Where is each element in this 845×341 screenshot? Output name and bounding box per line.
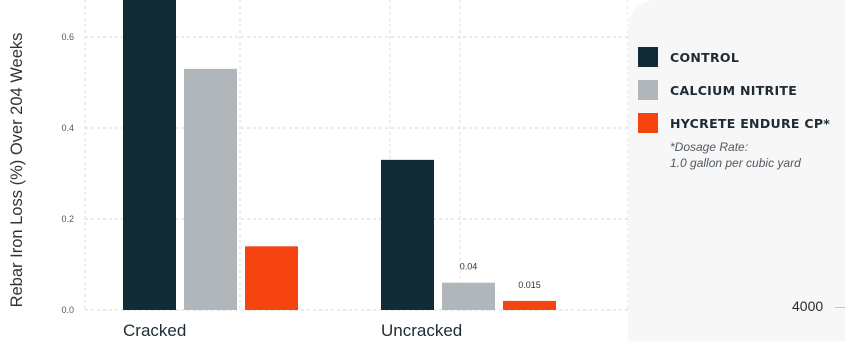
x-category-label: Uncracked [381,321,462,340]
legend-item-hycrete: HYCRETE ENDURE CP* [638,108,830,138]
corner-axis-label: 4000 [792,298,824,314]
corner-axis-tick [835,307,845,308]
x-category-label: Cracked [123,321,186,340]
bar-calcium-nitrite-cracked [184,68,237,310]
bar-control-cracked [123,0,176,310]
data-label: 0.04 [460,262,478,272]
legend-swatch-hycrete [638,113,658,133]
data-label: 0.015 [518,280,541,290]
legend-label-calcium-nitrite: CALCIUM NITRITE [670,82,798,98]
bar-chart: 0.0 0.2 0.4 0.6 0.04 0.015 Cracked Uncracked Reb… [8,0,628,340]
legend-swatch-control [638,47,658,67]
y-tick-label: 0.2 [61,214,74,224]
y-tick-label: 0.6 [61,32,74,42]
bar-hycrete-endure-cp--uncracked [503,300,556,310]
legend-item-control: CONTROL [638,42,830,72]
y-tick-label: 0.0 [61,305,74,315]
legend-swatch-calcium-nitrite [638,80,658,100]
legend-item-calcium-nitrite: CALCIUM NITRITE [638,75,830,105]
bar-hycrete-endure-cp--cracked [245,246,298,310]
right-panel-background [628,0,845,341]
bar-calcium-nitrite-uncracked [442,282,495,310]
y-axis-title: Rebar Iron Loss (%) Over 204 Weeks [8,33,26,308]
legend-label-hycrete: HYCRETE ENDURE CP* [670,115,831,131]
chart-legend: CONTROL CALCIUM NITRITE HYCRETE ENDURE C… [638,42,830,141]
dosage-note-line1: *Dosage Rate: [670,140,749,154]
dosage-note: *Dosage Rate: 1.0 gallon per cubic yard [670,139,801,171]
y-tick-label: 0.4 [61,123,74,133]
dosage-note-line2: 1.0 gallon per cubic yard [670,156,801,170]
legend-label-control: CONTROL [670,49,740,65]
bar-control-uncracked [381,159,434,310]
